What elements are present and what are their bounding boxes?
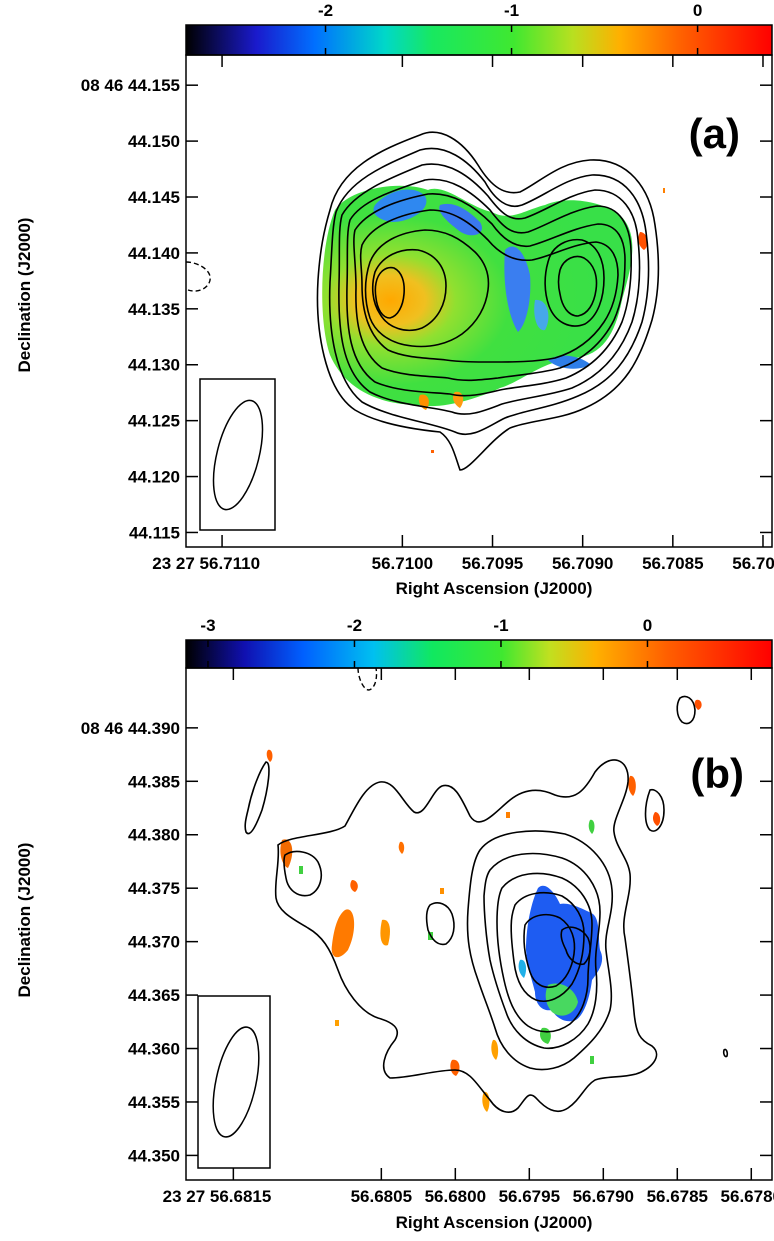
orange-spot-a4 [663,188,665,193]
orange-spot-b11 [491,1039,499,1060]
x-tick-label: 56.6805 [351,1187,412,1206]
y-tick-label: 44.120 [128,468,180,487]
blue-patch-a4 [534,299,549,331]
y-tick-label: 44.125 [128,412,180,431]
x-axis-label-a: Right Ascension (J2000) [396,579,593,598]
y-tick-label: 44.380 [128,826,180,845]
negative-contour-b [357,668,378,691]
colorbar-a [185,24,773,56]
contours-a [316,131,660,471]
orange-spot-a5 [431,450,434,453]
x-tick-label: 23 27 56.6815 [163,1187,272,1206]
y-tick-label: 44.135 [128,300,180,319]
axes-b: 08 46 44.390 44.385 44.380 44.375 44.370 44.3… [81,668,774,1206]
x-tick-label: 56.6790 [573,1187,634,1206]
x-tick-label: 56.7100 [372,554,433,573]
colorbar-a-ticks: -2 -1 0 [318,1,702,55]
y-tick-label: 44.145 [128,188,180,207]
y-tick-label: 44.115 [129,523,180,542]
beam-box-a [199,378,276,531]
green-spot-b3 [299,866,303,874]
orange-spot-b15 [335,1020,339,1026]
x-tick-label: 56.6795 [499,1187,560,1206]
y-tick-label: 44.375 [128,879,180,898]
y-tick-label: 44.370 [128,933,180,952]
x-tick-label: 56.6800 [425,1187,486,1206]
negative-contour-a [186,261,211,292]
orange-spot-b2 [331,909,355,958]
y-tick-label: 44.140 [128,244,180,263]
orange-spot-b7 [652,812,661,826]
panel-label-a: (a) [689,110,740,157]
green-spot-b5 [590,1056,594,1064]
y-tick-label: 44.150 [128,132,180,151]
colorbar-tick-label: -2 [318,1,333,20]
y-tick-label: 44.360 [128,1040,180,1059]
y-axis-label-a: Declination (J2000) [15,218,34,373]
orange-spot-b5 [266,749,273,762]
blue-patch-a2 [439,203,482,236]
x-tick-label: 56.7080 [732,554,774,573]
panel-a: -2 -1 0 [15,1,774,598]
panel-label-b: (b) [690,750,744,797]
green-spot-b1 [540,1027,551,1044]
y-tick-label: 08 46 44.155 [81,76,180,95]
colorbar-tick-label: -3 [200,616,215,635]
green-region-b [545,983,578,1016]
y-tick-label: 44.355 [128,1093,180,1112]
image-a [186,131,665,471]
y-tick-label: 44.130 [128,356,180,375]
x-tick-label: 56.7090 [552,554,613,573]
beam-ellipse-b [212,1026,260,1138]
orange-spot-b14 [440,888,444,894]
colorbar-tick-label: -2 [347,616,362,635]
x-axis-label-b: Right Ascension (J2000) [396,1213,593,1232]
beam-ellipse-a [212,399,264,511]
x-tick-label: 56.6785 [647,1187,708,1206]
orange-spot-b10 [450,1059,460,1076]
colorbar-tick-label: -1 [493,616,508,635]
x-tick-label: 56.7095 [462,554,523,573]
orange-spot-b3 [380,919,390,946]
x-tick-label: 23 27 56.7110 [152,554,260,573]
colorbar-tick-label: 0 [643,616,652,635]
y-tick-label: 44.385 [128,772,180,791]
orange-spot-b4 [350,880,358,892]
colorbar-tick-label: -1 [504,1,519,20]
y-tick-label: 08 46 44.390 [81,719,180,738]
plot-frame-a [185,54,773,548]
cyan-spot-b1 [518,959,527,978]
image-b [244,668,729,1113]
orange-spot-a3 [638,232,648,250]
orange-spot-b8 [694,699,702,710]
spectral-index-map-a [322,185,633,407]
contours-b [244,695,729,1113]
y-tick-label: 44.350 [128,1146,180,1165]
beam-box-b [197,995,271,1169]
x-tick-label: 56.6780 [721,1187,774,1206]
orange-spot-b13 [506,812,510,818]
orange-spot-b9 [398,841,405,854]
panel-b: -3 -2 -1 0 [15,616,774,1232]
green-spot-b2 [588,819,595,834]
colorbar-tick-label: 0 [693,1,702,20]
axes-a: 08 46 44.155 44.150 44.145 44.140 44.135 44.1… [81,55,774,573]
orange-spot-b6 [628,775,636,796]
plot-frame-b [185,667,773,1181]
blue-patch-a3 [504,246,531,332]
y-tick-label: 44.365 [128,986,180,1005]
y-axis-label-b: Declination (J2000) [15,843,34,998]
colorbar-b [185,639,773,669]
colorbar-b-ticks: -3 -2 -1 0 [200,616,652,668]
x-tick-label: 56.7085 [642,554,703,573]
